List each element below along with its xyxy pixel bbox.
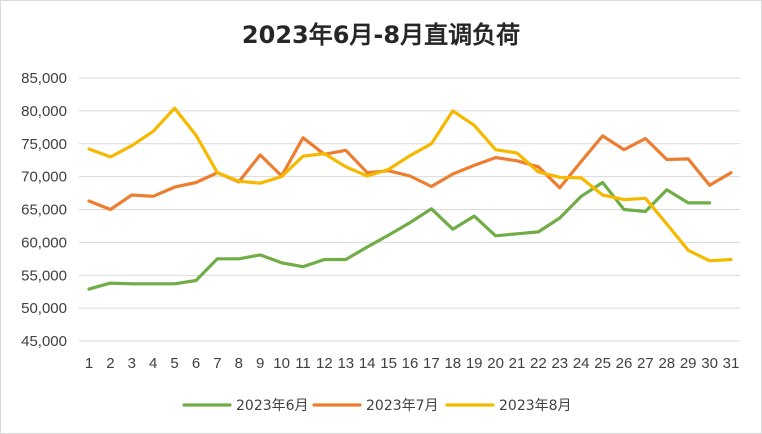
y-tick-label: 85,000 (21, 70, 67, 87)
x-tick-label: 2 (106, 355, 114, 372)
y-tick-label: 45,000 (21, 333, 67, 350)
x-tick-label: 27 (637, 355, 654, 372)
x-tick-label: 23 (551, 355, 568, 372)
x-tick-label: 8 (235, 355, 243, 372)
x-tick-label: 31 (723, 355, 740, 372)
x-tick-label: 30 (701, 355, 718, 372)
x-tick-label: 21 (509, 355, 526, 372)
x-tick-label: 3 (128, 355, 136, 372)
y-tick-label: 60,000 (21, 234, 67, 251)
series-lines (87, 106, 733, 291)
legend-label: 2023年7月 (366, 398, 439, 414)
series-line-1 (87, 180, 712, 291)
x-axis-tick-labels: 1 2 3 4 5 6 7 8 9 10 11 12 13 14 15 16 17 18 19 20 21 22 23 24 2… (85, 355, 740, 372)
x-tick-label: 1 (85, 355, 93, 372)
x-tick-label: 26 (616, 355, 633, 372)
x-tick-label: 11 (295, 355, 311, 372)
x-tick-label: 10 (273, 355, 290, 372)
legend-label: 2023年6月 (236, 398, 309, 414)
legend-label: 2023年8月 (499, 398, 572, 414)
legend: 2023年6月 2023年7月 2023年8月 (182, 398, 572, 414)
x-tick-label: 18 (444, 355, 461, 372)
x-tick-label: 5 (170, 355, 178, 372)
x-tick-label: 14 (359, 355, 376, 372)
x-tick-label: 9 (256, 355, 264, 372)
x-tick-label: 13 (337, 355, 354, 372)
x-tick-label: 25 (594, 355, 611, 372)
x-tick-label: 24 (573, 355, 590, 372)
x-tick-label: 19 (466, 355, 483, 372)
x-tick-label: 4 (149, 355, 157, 372)
x-tick-label: 15 (380, 355, 397, 372)
x-tick-label: 12 (316, 355, 333, 372)
x-tick-label: 28 (658, 355, 675, 372)
y-axis-tick-labels: 45,000 50,000 55,000 60,000 65,000 70,000 75,0… (21, 70, 67, 350)
x-tick-label: 7 (213, 355, 221, 372)
y-tick-label: 75,000 (21, 136, 67, 153)
y-tick-label: 50,000 (21, 300, 67, 317)
x-tick-label: 16 (402, 355, 419, 372)
series-line-3 (87, 106, 733, 263)
y-tick-label: 55,000 (21, 267, 67, 284)
y-tick-label: 80,000 (21, 103, 67, 120)
x-tick-label: 22 (530, 355, 547, 372)
x-tick-label: 17 (423, 355, 440, 372)
x-tick-label: 29 (680, 355, 697, 372)
x-tick-label: 6 (192, 355, 200, 372)
series-line-2 (87, 134, 733, 212)
y-tick-label: 70,000 (21, 169, 67, 186)
chart-title: 2023年6月-8月直调负荷 (241, 21, 521, 49)
x-tick-label: 20 (487, 355, 504, 372)
y-tick-label: 65,000 (21, 202, 67, 219)
